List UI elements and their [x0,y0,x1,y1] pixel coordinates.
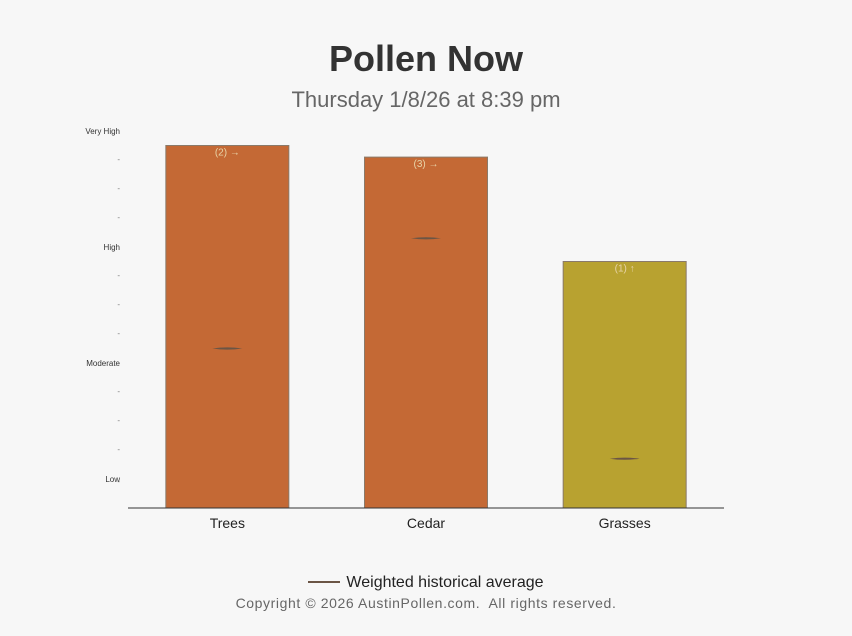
historical-average-marker [212,347,243,350]
y-tick-label: Low [105,475,120,484]
x-tick-label: Trees [210,515,245,531]
bar-trees [165,145,290,509]
y-minor-tick: - [117,155,120,164]
historical-average-legend-swatch [308,580,341,583]
y-tick-label: Very High [85,127,120,136]
bar-grasses [562,261,687,509]
y-minor-tick: - [117,477,120,486]
y-minor-tick: - [117,329,120,338]
bar-cedar [364,156,488,509]
y-tick-label: High [104,243,120,252]
y-tick-label: Moderate [86,359,120,368]
x-tick-label: Grasses [599,515,651,531]
y-minor-tick: - [117,416,120,425]
x-tick-label: Cedar [407,515,445,531]
historical-average-legend-label: Weighted historical average [346,574,544,591]
y-minor-tick: - [117,213,120,222]
copyright-text: Copyright © 2026 AustinPollen.com. All r… [235,595,617,611]
bar-data-label: (2) → [215,148,240,159]
y-minor-tick: - [117,445,120,454]
bar-data-label: (1) ↑ [615,264,635,275]
chart-legend: Weighted historical average [0,574,852,592]
y-minor-tick: - [117,387,120,396]
page-subtitle: Thursday 1/8/26 at 8:39 pm [291,87,561,112]
historical-average-marker [411,237,441,240]
y-minor-tick: - [117,271,120,280]
y-minor-tick: - [117,184,120,193]
bar-data-label: (3) → [414,159,439,170]
historical-average-marker [609,457,640,460]
y-minor-tick: - [117,300,120,309]
page-title: Pollen Now [328,38,523,79]
